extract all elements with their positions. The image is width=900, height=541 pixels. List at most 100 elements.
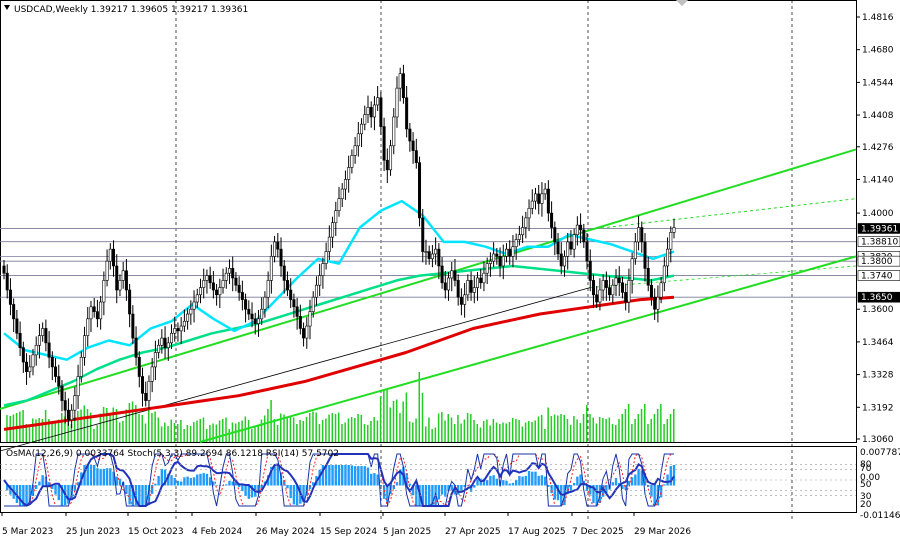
- candle-body: [376, 97, 380, 106]
- candle-body: [253, 318, 257, 324]
- volume-bar: [428, 417, 430, 442]
- candle-body: [492, 253, 496, 262]
- volume-bar: [73, 417, 76, 442]
- volume-bar: [254, 427, 256, 442]
- osma-bar: [331, 465, 334, 486]
- osma-bar: [96, 468, 99, 486]
- candle-body: [450, 270, 454, 279]
- channel-upper-line: [0, 148, 857, 410]
- candle-body: [595, 294, 599, 303]
- candle-body: [447, 277, 451, 291]
- candle-body: [582, 229, 586, 243]
- candle-body: [334, 210, 338, 224]
- volume-bar: [508, 422, 511, 442]
- volume-bar: [318, 424, 321, 442]
- volume-bar: [296, 424, 298, 442]
- osma-bar: [614, 478, 618, 486]
- osma-bar: [228, 480, 231, 486]
- volume-bar: [299, 420, 301, 442]
- osma-bar: [653, 485, 656, 506]
- long-trendline: [0, 287, 591, 452]
- osma-bar: [35, 485, 38, 489]
- volume-bar: [267, 409, 269, 442]
- volume-bar: [544, 429, 546, 442]
- candle-body: [269, 256, 273, 281]
- osma-bar: [650, 485, 653, 497]
- osma-bar: [537, 475, 540, 486]
- candle-body: [198, 287, 202, 296]
- volume-bar: [315, 412, 317, 442]
- osma-bar: [411, 485, 415, 496]
- osma-bar: [669, 466, 672, 486]
- osma-bar: [76, 482, 80, 486]
- osma-bar: [379, 485, 383, 487]
- volume-bar: [225, 417, 227, 442]
- volume-bar: [540, 415, 543, 442]
- candle-body: [530, 200, 534, 209]
- volume-bar: [644, 404, 646, 442]
- candle-body: [418, 162, 422, 219]
- osma-bar: [366, 467, 370, 486]
- candle-body: [2, 265, 6, 274]
- volume-bar: [44, 410, 47, 442]
- osma-bar: [134, 485, 138, 506]
- candle-body: [459, 296, 463, 305]
- candle-body: [25, 361, 29, 373]
- candle-body: [440, 265, 444, 284]
- candle-body: [60, 385, 64, 401]
- osma-bar: [460, 485, 463, 492]
- candle-body: [537, 193, 541, 204]
- candle-body: [617, 277, 621, 284]
- volume-bar: [170, 419, 172, 442]
- candle-body: [540, 193, 544, 204]
- candle-body: [604, 280, 608, 288]
- candle-body: [591, 280, 595, 296]
- osma-bar: [270, 466, 273, 486]
- volume-bar: [495, 422, 498, 442]
- volume-bar: [96, 425, 98, 442]
- candle-body: [186, 313, 190, 322]
- osma-bar: [531, 471, 534, 486]
- candle-body: [318, 275, 322, 286]
- osma-bar: [321, 465, 325, 486]
- volume-bar: [176, 424, 179, 442]
- volume-bar: [473, 420, 475, 442]
- osma-bar: [67, 485, 70, 504]
- candle-body: [54, 366, 58, 377]
- volume-bar: [83, 405, 86, 442]
- candle-body: [260, 308, 264, 320]
- osma-bar: [360, 466, 363, 486]
- volume-bar: [586, 405, 588, 442]
- candle-body: [134, 337, 138, 358]
- candle-body: [614, 277, 618, 286]
- volume-bar: [515, 419, 517, 442]
- volume-bar: [560, 414, 562, 442]
- osma-bar: [592, 485, 595, 503]
- osma-bar: [176, 480, 180, 486]
- volume-bar: [360, 415, 363, 442]
- candle-body: [57, 376, 61, 387]
- osma-bar: [25, 485, 28, 506]
- osma-bar: [41, 475, 44, 486]
- volume-bar: [125, 409, 127, 442]
- volume-bar: [405, 392, 408, 442]
- volume-bar: [199, 419, 201, 442]
- osma-bar: [183, 477, 186, 486]
- osma-bar: [54, 485, 57, 495]
- candle-body: [633, 241, 637, 260]
- osma-bar: [31, 485, 35, 496]
- volume-bar: [389, 407, 392, 442]
- candle-body: [282, 265, 286, 281]
- volume-bar: [147, 409, 150, 442]
- osma-bar: [569, 485, 573, 492]
- volume-bar: [86, 409, 89, 442]
- volume-bar: [415, 418, 417, 442]
- osma-bar: [621, 485, 624, 489]
- osma-bar: [605, 485, 608, 494]
- volume-bar: [193, 422, 195, 442]
- osma-bar: [527, 471, 531, 486]
- volume-bar: [167, 426, 169, 442]
- volume-bar: [631, 424, 633, 442]
- y-tick-label: 1.4680: [862, 46, 894, 56]
- osma-bar: [237, 485, 241, 487]
